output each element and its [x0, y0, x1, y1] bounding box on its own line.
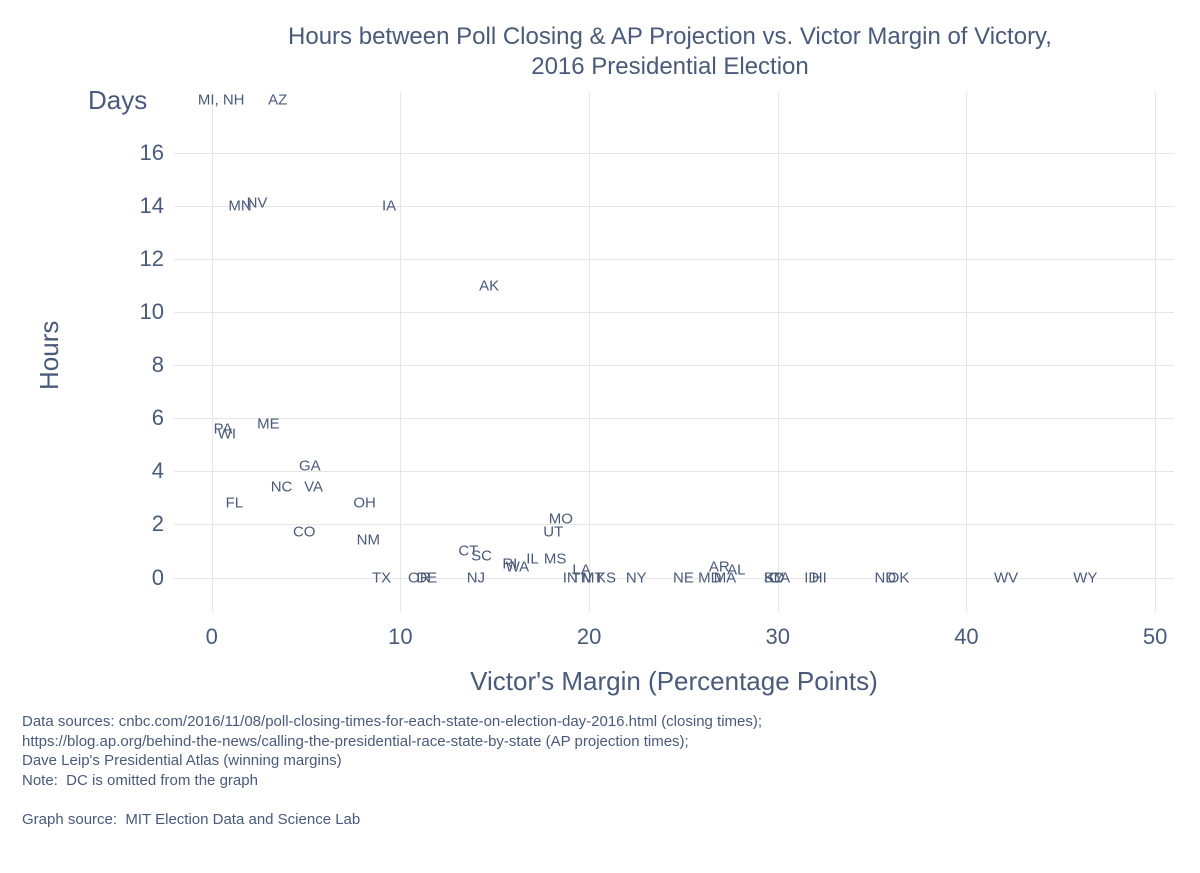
state-point: IL: [526, 550, 539, 567]
x-tick-label: 50: [1143, 624, 1167, 650]
state-point: CT: [458, 542, 478, 559]
state-point: SC: [471, 548, 492, 565]
y-axis-days-label: Days: [88, 85, 147, 116]
gridline-vertical: [1155, 92, 1156, 612]
gridline-horizontal: [174, 578, 1174, 579]
gridline-horizontal: [174, 259, 1174, 260]
footer-notes: Data sources: cnbc.com/2016/11/08/poll-c…: [22, 712, 762, 829]
gridline-horizontal: [174, 312, 1174, 313]
state-point: WI: [218, 426, 236, 443]
y-tick-label: 4: [152, 458, 164, 484]
state-point: NM: [357, 532, 380, 549]
y-tick-label: 2: [152, 511, 164, 537]
y-tick-label: 0: [152, 565, 164, 591]
gridline-horizontal: [174, 365, 1174, 366]
gridline-horizontal: [174, 206, 1174, 207]
state-point: WA: [506, 558, 530, 575]
y-tick-label: 10: [140, 299, 164, 325]
chart-title: Hours between Poll Closing & AP Projecti…: [170, 22, 1170, 82]
state-point: AL: [727, 561, 745, 578]
state-point: RI: [502, 556, 517, 573]
gridline-horizontal: [174, 471, 1174, 472]
gridline-vertical: [589, 92, 590, 612]
state-point: LA: [572, 561, 590, 578]
gridline-horizontal: [174, 153, 1174, 154]
gridline-vertical: [778, 92, 779, 612]
chart-container: Hours between Poll Closing & AP Projecti…: [0, 0, 1200, 873]
state-point: CO: [293, 524, 316, 541]
state-point: UT: [543, 524, 563, 541]
state-point: OH: [353, 495, 376, 512]
state-point: NC: [271, 479, 293, 496]
gridline-horizontal: [174, 524, 1174, 525]
y-tick-label: 14: [140, 193, 164, 219]
gridline-horizontal: [174, 418, 1174, 419]
x-tick-label: 20: [577, 624, 601, 650]
state-point: AR: [709, 558, 730, 575]
state-point: AZ: [268, 91, 287, 108]
gridline-vertical: [212, 92, 213, 612]
x-tick-label: 40: [954, 624, 978, 650]
y-tick-label: 12: [140, 246, 164, 272]
title-line2: 2016 Presidential Election: [531, 53, 809, 80]
x-tick-label: 10: [388, 624, 412, 650]
state-point: NV: [247, 195, 268, 212]
state-point: VA: [304, 479, 323, 496]
y-axis-label: Hours: [34, 321, 65, 390]
x-axis-label: Victor's Margin (Percentage Points): [174, 666, 1174, 697]
y-tick-label: 16: [140, 140, 164, 166]
state-point: PA: [214, 420, 233, 437]
gridline-vertical: [966, 92, 967, 612]
state-point: AK: [479, 277, 499, 294]
state-point: FL: [226, 495, 244, 512]
y-tick-label: 8: [152, 352, 164, 378]
state-point: MI, NH: [198, 91, 245, 108]
gridline-vertical: [400, 92, 401, 612]
plot-area: MI, NHAZMNNVIAAKPAWIMEGANCVAFLOHMOCOUTNM…: [174, 92, 1174, 612]
x-tick-label: 0: [206, 624, 218, 650]
state-point: MS: [544, 550, 567, 567]
title-line1: Hours between Poll Closing & AP Projecti…: [288, 23, 1052, 50]
x-tick-label: 30: [766, 624, 790, 650]
y-tick-label: 6: [152, 405, 164, 431]
